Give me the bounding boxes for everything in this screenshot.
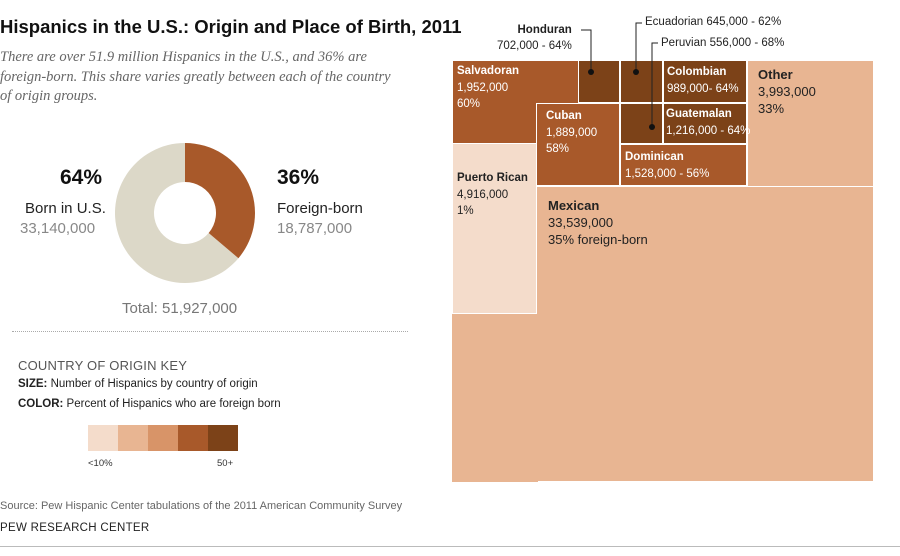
scale-swatch-5 bbox=[208, 425, 238, 451]
donut-slice-born-in-us bbox=[115, 143, 239, 283]
treemap-label-other: Other 3,993,000 33% bbox=[758, 67, 816, 116]
key-color-line: COLOR: Percent of Hispanics who are fore… bbox=[18, 398, 281, 410]
chart-subtitle: There are over 51.9 million Hispanics in… bbox=[0, 49, 391, 104]
treemap-label-dominican: Dominican 1,528,000 - 56% bbox=[625, 151, 710, 180]
foreign-group-label: Foreign-born bbox=[277, 200, 363, 217]
key-size-line: SIZE: Number of Hispanics by country of … bbox=[18, 378, 258, 390]
callout-ecuadorian: Ecuadorian 645,000 - 62% bbox=[645, 16, 782, 28]
treemap-label-puerto-rican: Puerto Rican 4,916,000 1% bbox=[457, 172, 528, 217]
key-heading: COUNTRY OF ORIGIN KEY bbox=[18, 358, 188, 373]
scale-swatch-1 bbox=[88, 425, 118, 451]
callout-dot-peruvian bbox=[649, 124, 655, 130]
color-scale bbox=[88, 425, 238, 451]
treemap-label-salvadoran: Salvadoran 1,952,000 60% bbox=[457, 65, 519, 110]
scale-swatch-3 bbox=[148, 425, 178, 451]
treemap-tile-cuban bbox=[536, 103, 620, 186]
treemap-tile-colombian bbox=[663, 60, 747, 103]
callout-dot-honduran bbox=[588, 69, 594, 75]
brand-label: PEW RESEARCH CENTER bbox=[0, 522, 150, 534]
key-color-term: COLOR: bbox=[18, 398, 64, 410]
dotted-divider bbox=[12, 331, 408, 332]
callout-peruvian: Peruvian 556,000 - 68% bbox=[661, 37, 785, 49]
chart-title: Hispanics in the U.S.: Origin and Place … bbox=[0, 16, 462, 37]
callout-honduran: Honduran 702,000 - 64% bbox=[497, 24, 572, 52]
treemap-tile-guatemalan bbox=[663, 103, 747, 144]
treemap-label-mexican: Mexican 33,539,000 35% foreign-born bbox=[548, 198, 648, 247]
foreign-pct-label: 36% bbox=[277, 166, 320, 189]
source-note: Source: Pew Hispanic Center tabulations … bbox=[0, 500, 403, 512]
donut-slice-foreign-born bbox=[185, 143, 255, 259]
scale-high-label: 50+ bbox=[217, 458, 234, 469]
treemap-tile-puerto-rican-part-2 bbox=[452, 143, 537, 314]
scale-swatch-4 bbox=[178, 425, 208, 451]
donut-chart bbox=[115, 143, 255, 283]
key-size-term: SIZE: bbox=[18, 378, 48, 390]
treemap-label-colombian: Colombian 989,000- 64% bbox=[667, 66, 739, 95]
key-color-desc: Percent of Hispanics who are foreign bor… bbox=[63, 398, 281, 410]
treemap-label-guatemalan: Guatemalan 1,216,000 - 64% bbox=[666, 108, 751, 137]
treemap-tile-mexican-part-2 bbox=[452, 314, 538, 482]
treemap-label-cuban: Cuban 1,889,000 58% bbox=[546, 110, 598, 155]
treemap-tile-other bbox=[747, 60, 874, 187]
born-pct-label: 64% bbox=[60, 166, 103, 189]
donut-total-label: Total: 51,927,000 bbox=[122, 300, 238, 317]
scale-swatch-2 bbox=[118, 425, 148, 451]
treemap-tile-ecuadorian bbox=[620, 60, 663, 103]
scale-low-label: <10% bbox=[88, 458, 113, 469]
key-size-desc: Number of Hispanics by country of origin bbox=[47, 378, 258, 390]
foreign-count-label: 18,787,000 bbox=[277, 220, 353, 237]
treemap-tile-honduran bbox=[578, 60, 620, 103]
born-count-label: 33,140,000 bbox=[20, 220, 96, 237]
callout-dot-ecuadorian bbox=[633, 69, 639, 75]
treemap-tile-peruvian bbox=[620, 103, 663, 144]
bottom-rule bbox=[0, 546, 900, 547]
born-group-label: Born in U.S. bbox=[25, 200, 106, 217]
treemap-tile-dominican bbox=[620, 144, 747, 186]
